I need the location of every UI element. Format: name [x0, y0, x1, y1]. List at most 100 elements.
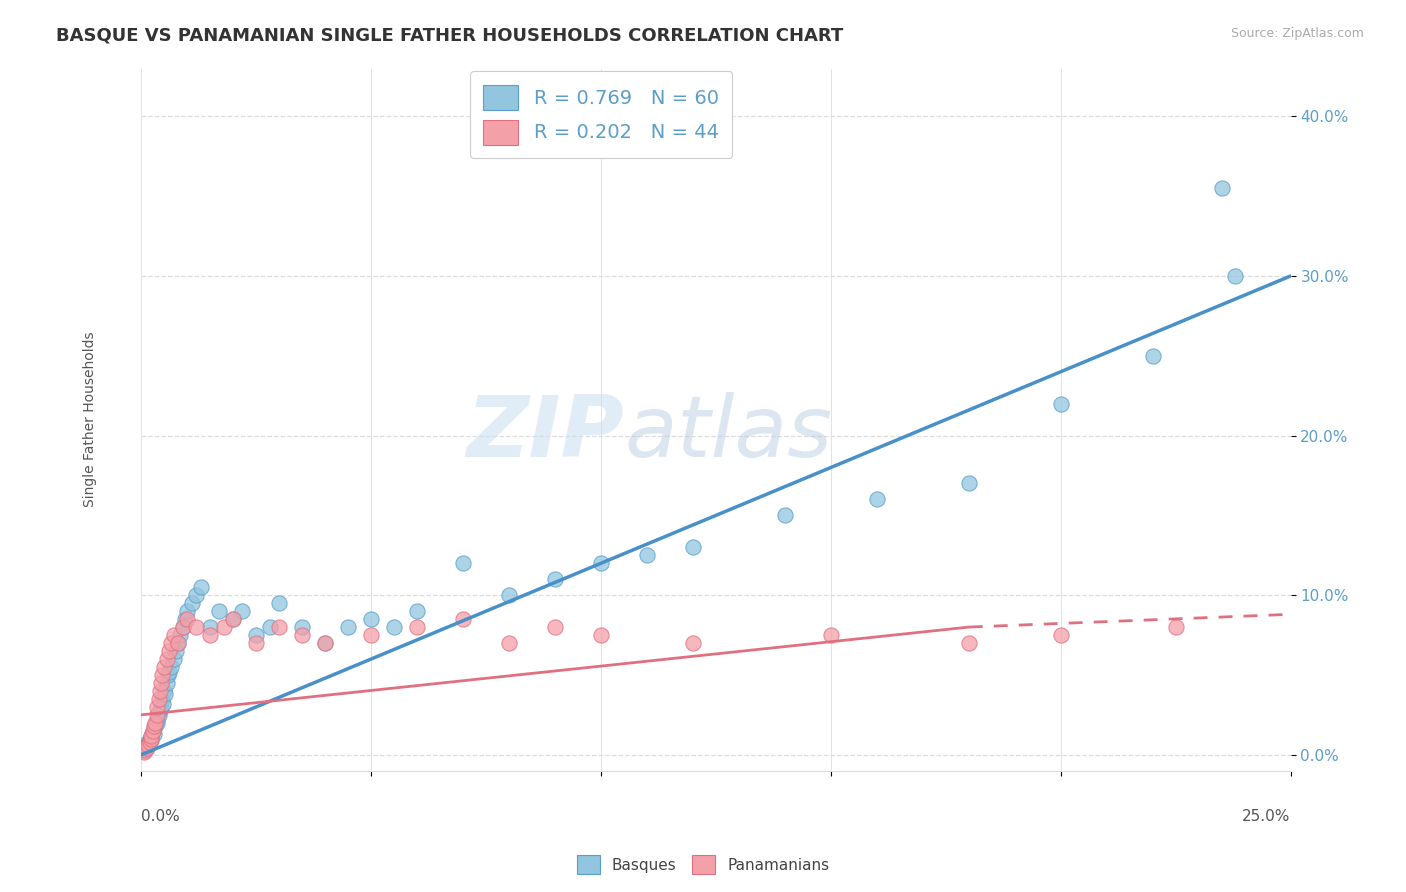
Point — [186, 620, 208, 634]
Point — [406, 604, 429, 618]
Point — [186, 588, 208, 602]
Point — [589, 556, 612, 570]
Point — [132, 743, 155, 757]
Point — [498, 636, 520, 650]
Point — [682, 636, 704, 650]
Text: 25.0%: 25.0% — [1243, 809, 1291, 824]
Point — [314, 636, 336, 650]
Point — [382, 620, 405, 634]
Point — [142, 723, 165, 738]
Point — [212, 620, 235, 634]
Point — [269, 620, 291, 634]
Point — [208, 604, 231, 618]
Point — [160, 636, 183, 650]
Point — [135, 738, 157, 752]
Text: BASQUE VS PANAMANIAN SINGLE FATHER HOUSEHOLDS CORRELATION CHART: BASQUE VS PANAMANIAN SINGLE FATHER HOUSE… — [56, 27, 844, 45]
Point — [200, 628, 222, 642]
Point — [143, 727, 166, 741]
Point — [245, 636, 267, 650]
Point — [150, 692, 173, 706]
Point — [152, 697, 174, 711]
Point — [146, 713, 169, 727]
Point — [360, 628, 382, 642]
Point — [498, 588, 520, 602]
Point — [134, 739, 156, 754]
Point — [145, 715, 167, 730]
Point — [636, 548, 658, 562]
Point — [589, 628, 612, 642]
Point — [153, 660, 176, 674]
Point — [142, 723, 165, 738]
Point — [156, 676, 179, 690]
Point — [149, 699, 172, 714]
Point — [135, 739, 157, 754]
Point — [169, 628, 191, 642]
Point — [259, 620, 281, 634]
Point — [157, 665, 180, 679]
Point — [544, 620, 567, 634]
Point — [162, 652, 184, 666]
Point — [135, 741, 157, 756]
Point — [174, 612, 197, 626]
Point — [149, 684, 172, 698]
Point — [451, 612, 474, 626]
Point — [162, 628, 184, 642]
Point — [222, 612, 245, 626]
Point — [148, 707, 170, 722]
Point — [167, 636, 190, 650]
Point — [190, 580, 212, 594]
Point — [150, 668, 173, 682]
Point — [141, 733, 163, 747]
Point — [143, 719, 166, 733]
Point — [167, 636, 190, 650]
Point — [1211, 181, 1233, 195]
Point — [145, 707, 167, 722]
Point — [291, 628, 314, 642]
Point — [160, 660, 183, 674]
Point — [820, 628, 842, 642]
Text: 0.0%: 0.0% — [142, 809, 180, 824]
Point — [149, 703, 172, 717]
Point — [200, 620, 222, 634]
Point — [153, 684, 176, 698]
Text: atlas: atlas — [624, 392, 832, 475]
Legend: R = 0.769   N = 60, R = 0.202   N = 44: R = 0.769 N = 60, R = 0.202 N = 44 — [470, 71, 733, 158]
Point — [141, 729, 163, 743]
Point — [176, 604, 198, 618]
Point — [682, 541, 704, 555]
Point — [156, 652, 179, 666]
Point — [866, 492, 889, 507]
Point — [138, 735, 160, 749]
Point — [143, 715, 166, 730]
Point — [291, 620, 314, 634]
Point — [149, 676, 172, 690]
Point — [172, 620, 194, 634]
Point — [957, 476, 980, 491]
Point — [1049, 397, 1071, 411]
Point — [245, 628, 267, 642]
Point — [1225, 268, 1247, 283]
Text: Single Father Households: Single Father Households — [83, 332, 97, 508]
Point — [139, 731, 162, 746]
Point — [136, 735, 159, 749]
Point — [157, 644, 180, 658]
Point — [222, 612, 245, 626]
Point — [1049, 628, 1071, 642]
Point — [139, 729, 162, 743]
Text: ZIP: ZIP — [467, 392, 624, 475]
Point — [180, 596, 202, 610]
Point — [544, 572, 567, 586]
Point — [172, 620, 194, 634]
Point — [146, 699, 169, 714]
Point — [451, 556, 474, 570]
Point — [176, 612, 198, 626]
Point — [406, 620, 429, 634]
Point — [269, 596, 291, 610]
Point — [337, 620, 360, 634]
Point — [1142, 349, 1164, 363]
Point — [132, 745, 155, 759]
Legend: Basques, Panamanians: Basques, Panamanians — [571, 849, 835, 880]
Point — [156, 668, 179, 682]
Point — [231, 604, 253, 618]
Point — [165, 644, 187, 658]
